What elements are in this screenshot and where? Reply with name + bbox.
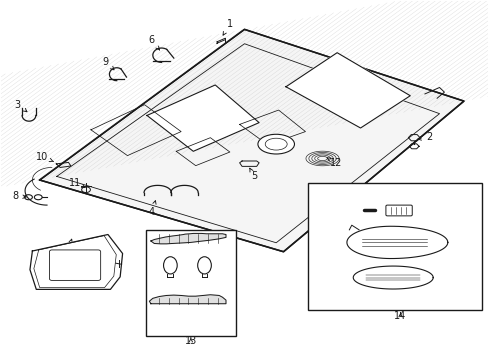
Polygon shape (40, 30, 463, 252)
Text: 14: 14 (394, 311, 406, 320)
Polygon shape (346, 226, 447, 258)
Text: 13: 13 (184, 336, 197, 346)
Text: 10: 10 (36, 152, 54, 162)
Bar (307, 183, 482, 310)
Bar (146, 230, 236, 336)
Ellipse shape (257, 134, 294, 154)
Text: 8: 8 (12, 191, 26, 201)
Text: 15: 15 (345, 269, 363, 279)
Polygon shape (149, 295, 225, 304)
Polygon shape (151, 233, 225, 244)
Text: 11: 11 (68, 177, 85, 188)
Text: 6: 6 (148, 35, 159, 50)
Text: 16: 16 (344, 206, 362, 216)
Text: 12: 12 (326, 158, 342, 168)
Text: 5: 5 (249, 168, 257, 181)
Text: 1: 1 (223, 19, 232, 35)
Text: 4: 4 (148, 201, 156, 217)
Polygon shape (30, 234, 122, 289)
FancyBboxPatch shape (49, 250, 101, 280)
Text: 7: 7 (65, 239, 72, 256)
Text: 3: 3 (15, 100, 27, 112)
Text: 2: 2 (417, 132, 432, 142)
Polygon shape (147, 85, 259, 151)
Text: 9: 9 (102, 57, 114, 70)
FancyBboxPatch shape (385, 205, 411, 216)
Polygon shape (285, 53, 409, 128)
Polygon shape (352, 266, 432, 289)
